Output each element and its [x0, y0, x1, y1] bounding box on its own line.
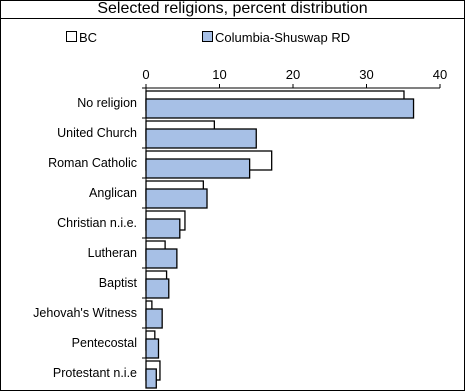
x-tick-label: 20 — [286, 67, 300, 82]
category-label: Pentecostal — [72, 336, 137, 350]
x-tick-label: 0 — [142, 67, 149, 82]
category-label: United Church — [57, 126, 137, 140]
bar-columbia-shuswap-4 — [145, 218, 181, 239]
chart-title: Selected religions, percent distribution — [97, 0, 368, 17]
legend-label-bc: BC — [79, 30, 98, 45]
bar-columbia-shuswap-8 — [145, 338, 160, 359]
legend-item-bc: BC — [66, 31, 97, 45]
category-label: Protestant n.i.e — [53, 366, 137, 380]
legend-label-columbia-shuswap: Columbia-Shuswap RD — [215, 30, 351, 45]
x-tick-label: 40 — [433, 67, 447, 82]
bar-columbia-shuswap-7 — [145, 308, 163, 329]
bar-columbia-shuswap-3 — [145, 188, 208, 209]
legend-item-columbia-shuswap: Columbia-Shuswap RD — [202, 31, 350, 45]
bar-columbia-shuswap-0 — [145, 98, 415, 119]
category-label: No religion — [77, 96, 137, 110]
x-tick-label: 30 — [359, 67, 373, 82]
category-label: Jehovah's Witness — [33, 306, 137, 320]
legend-swatch-columbia-shuswap — [202, 31, 213, 42]
title-divider — [0, 18, 465, 19]
bar-columbia-shuswap-1 — [145, 128, 257, 149]
bar-columbia-shuswap-9 — [145, 368, 157, 389]
bar-columbia-shuswap-5 — [145, 248, 178, 269]
bar-columbia-shuswap-2 — [145, 158, 251, 179]
x-tick-label: 10 — [212, 67, 226, 82]
category-label: Baptist — [99, 276, 138, 290]
bar-columbia-shuswap-6 — [145, 278, 170, 299]
category-label: Roman Catholic — [48, 156, 137, 170]
category-label: Lutheran — [88, 246, 137, 260]
category-label: Anglican — [89, 186, 137, 200]
category-label: Christian n.i.e. — [57, 216, 137, 230]
legend-swatch-bc — [66, 31, 77, 42]
